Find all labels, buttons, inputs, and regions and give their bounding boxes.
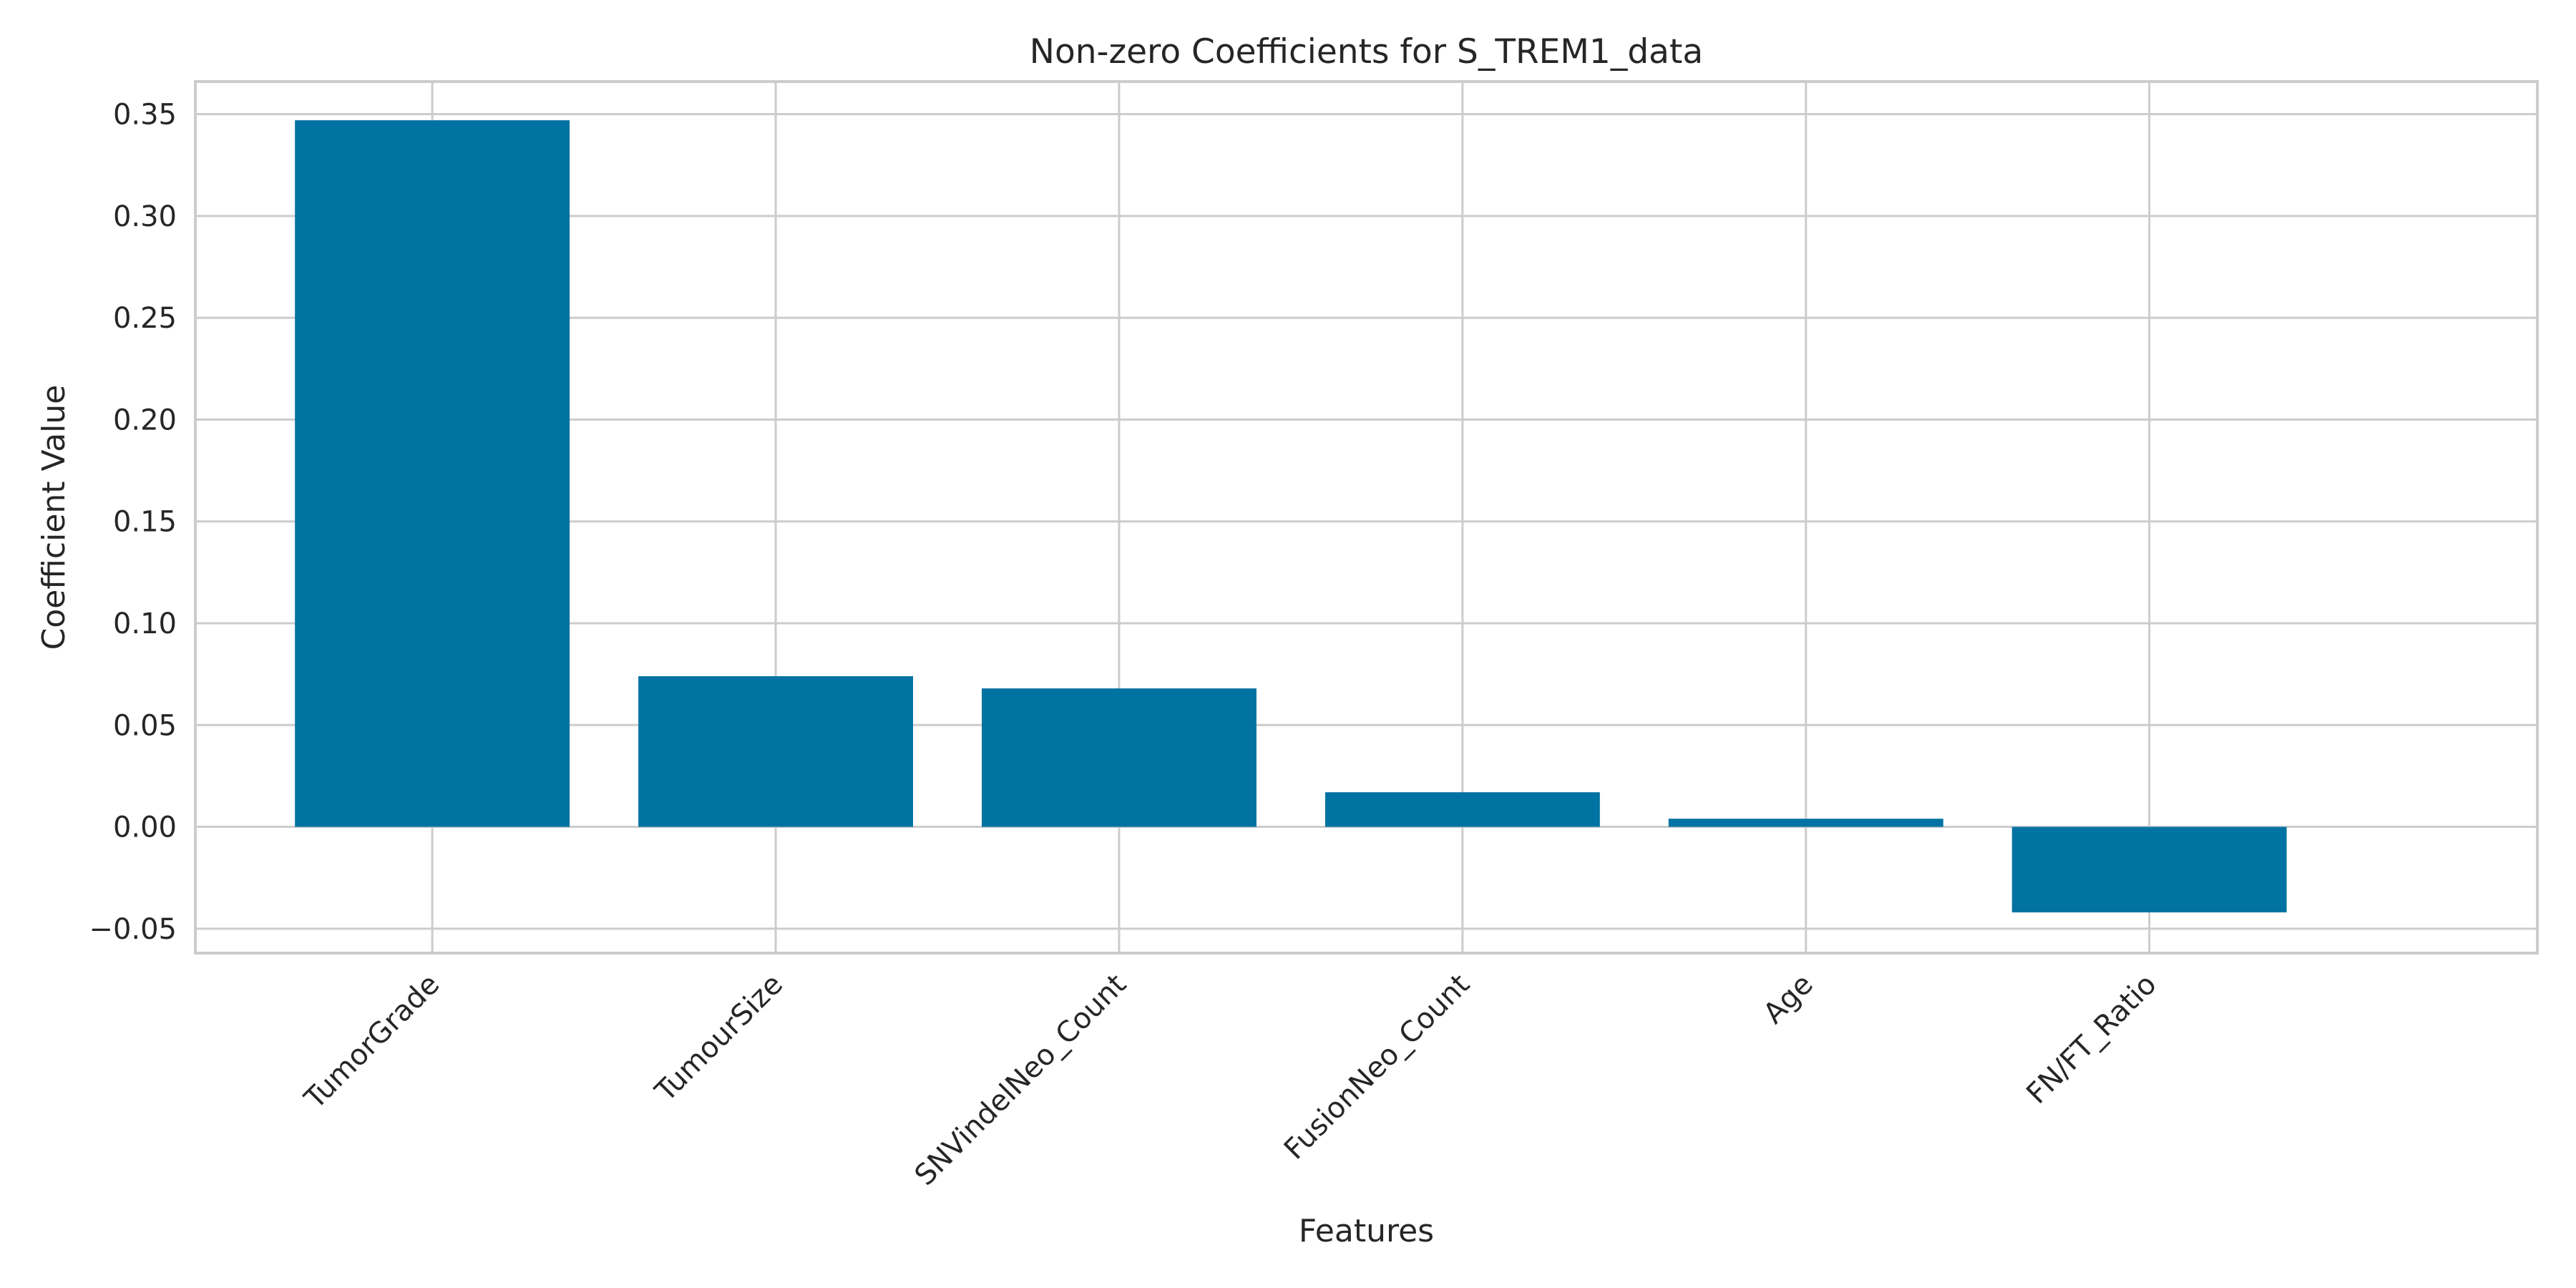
chart-title: Non-zero Coefficients for S_TREM1_data (1030, 32, 1703, 72)
y-axis-label: Coefficient Value (36, 385, 72, 650)
y-tick-labels: −0.05 0.00 0.05 0.10 0.15 0.20 0.25 0.30 0.35 (89, 99, 177, 946)
y-tick-label: 0.05 (113, 709, 177, 742)
bar (1324, 792, 1600, 827)
y-tick-label: 0.20 (113, 404, 177, 436)
y-tick-label: 0.00 (113, 811, 177, 844)
bar (2011, 826, 2287, 913)
plot-frame (194, 80, 2539, 955)
y-tick-label: 0.25 (113, 302, 177, 335)
bar (295, 120, 570, 827)
bars (295, 120, 2287, 913)
y-tick-label: 0.10 (113, 608, 177, 640)
y-tick-label: 0.15 (113, 506, 177, 539)
bar (638, 675, 914, 827)
y-tick-label: 0.35 (113, 99, 177, 132)
bar (981, 688, 1257, 827)
bar (1668, 819, 1943, 827)
x-axis-label: Features (1299, 1213, 1434, 1249)
y-tick-label: −0.05 (89, 913, 177, 946)
y-tick-label: 0.30 (113, 200, 177, 233)
